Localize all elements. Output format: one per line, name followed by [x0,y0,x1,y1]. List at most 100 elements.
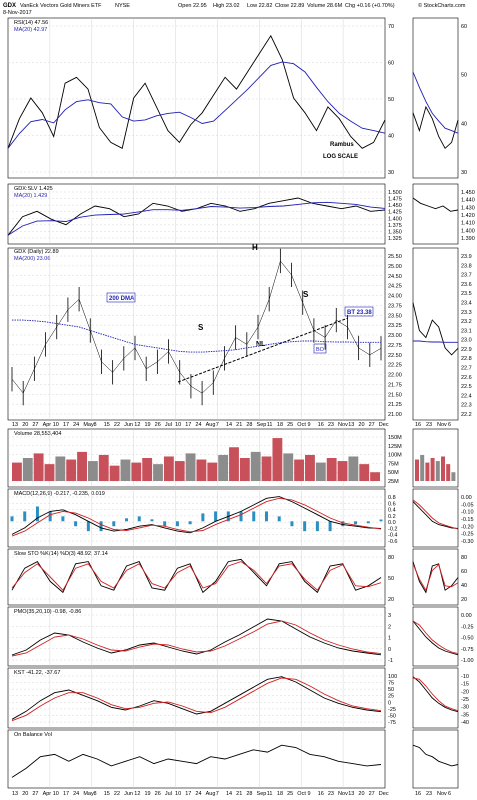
bottom-x-tick-label: 12 [134,791,140,797]
volume-bar [44,464,55,481]
volume-bar [185,453,196,481]
price-tick-label: 23.50 [388,313,402,319]
rsi-zoom-tick-label: 30 [461,170,467,176]
x-tick-label: Dec [379,422,389,428]
ratio-zoom-tick-label: 1.440 [461,198,475,204]
bottom-x-tick-label: 10 [175,791,181,797]
pmo-zoom-signal-line [412,620,459,655]
header-change: Chg +0.16 (+0.70%) [345,3,395,9]
sto-zoom-tick-label: 80 [461,555,467,561]
volume-bar [87,461,98,481]
x-tick-label: 25 [287,422,293,428]
price-zoom-tick-label: 22.3 [461,403,472,409]
macd-histogram-bar [366,521,370,524]
rsi-zoom-ma-line [412,71,459,134]
macd-signal-line [11,497,382,537]
x-tick-label: 13 [12,422,18,428]
rsi-ma-label: MA(20) 42.97 [14,27,47,33]
kst-tick-label: -75 [388,720,396,726]
bottom-x-tick-label: 21 [236,791,242,797]
volume-zoom-bar [415,459,419,481]
bottom-x-tick-label: 18 [277,791,283,797]
pmo-frame [7,606,386,667]
volume-bar [359,464,370,481]
pmo-tick-label: 3 [388,613,391,619]
volume-zoom-bar [420,454,425,481]
macd-line [11,496,382,535]
header-exchange: NYSE [115,3,130,9]
price-zoom-tick-label: 23.7 [461,273,472,279]
pmo-tick-label: -1 [388,658,393,664]
rsi-zoom-frame [412,17,459,179]
pmo-tick-label: 0 [388,647,391,653]
x-tick-label: Apr [43,422,52,428]
x-tick-label: Oct [297,422,306,428]
kst-tick-label: 50 [388,687,394,693]
header-open: Open 22.95 [178,3,207,9]
rsi-tick-label: 40 [388,134,394,140]
x-tick-label: 26 [155,422,161,428]
bottom-zoom-x-tick-label: 6 [448,791,451,797]
bottom-x-tick-label: Jun [124,791,133,797]
macd-zoom-tick-label: -0.20 [461,524,474,530]
volume-bar [131,462,142,481]
rsi-frame [7,17,386,179]
x-tick-label: Jul [165,422,172,428]
volume-bar [326,458,337,481]
kst-zoom-tick-label: -20 [461,689,469,695]
sto-tick-label: 50 [388,576,394,582]
ratio-tick-label: 1.450 [388,203,402,209]
ratio-zoom-tick-label: 1.390 [461,236,475,242]
x-tick-label: 22 [114,422,120,428]
volume-bar [283,453,294,481]
volume-zoom-bar [446,464,451,481]
volume-bar [153,464,163,481]
volume-zoom-bar [441,456,445,481]
bo-annotation-text: BO [316,347,325,353]
dma-annotation: 200 DMA [106,292,136,303]
header-volume: Volume 28.6M [307,3,343,9]
price-zoom-tick-label: 22.2 [461,412,472,418]
bottom-x-tick-label: Nov [338,791,348,797]
price-tick-label: 24.25 [388,284,402,290]
x-tick-label: 19 [144,422,150,428]
macd-histogram-bar [137,516,141,522]
bottom-x-tick-label: Jul [165,791,172,797]
volume-tick-label: 100M [388,453,402,459]
x-tick-label: 13 [348,422,354,428]
pmo-zoom-tick-label: 0.00 [461,613,472,619]
bottom-x-tick-label: Aug [206,791,216,797]
volume-bar [55,456,66,481]
macd-tick-label: 0.2 [388,514,396,520]
macd-histogram-bar [315,521,319,532]
pmo-signal-line [11,620,382,657]
price-tick-label: 24.00 [388,294,402,300]
rsi-tick-label: 70 [388,24,394,30]
macd-histogram-bar [125,518,129,522]
price-tick-label: 22.25 [388,363,402,369]
ratio-tick-label: 1.375 [388,223,402,229]
x-tick-label: 14 [226,422,232,428]
ratio-frame [7,183,386,245]
ratio-label: GDX:SLV 1.425 [14,186,53,192]
x-tick-label: May [83,422,94,428]
kst-tick-label: 0 [388,700,391,706]
sto-tick-label: 20 [388,597,394,603]
bottom-x-tick-label: 13 [12,791,18,797]
bottom-x-tick-label: 16 [318,791,324,797]
volume-bar [218,454,229,481]
macd-histogram-bar [303,521,307,532]
volume-bar [163,456,174,481]
price-zoom-tick-label: 22.9 [461,347,472,353]
volume-bar [207,462,218,481]
price-zoom-tick-label: 23.2 [461,319,472,325]
bottom-x-tick-label: 28 [246,791,252,797]
volume-bar [12,462,22,481]
kst-tick-label: 75 [388,681,394,687]
macd-histogram-bar [163,521,167,527]
volume-bar [109,465,120,481]
obv-zoom-line [412,744,459,767]
volume-frame [7,428,386,488]
bottom-x-tick-label: 24 [73,791,79,797]
